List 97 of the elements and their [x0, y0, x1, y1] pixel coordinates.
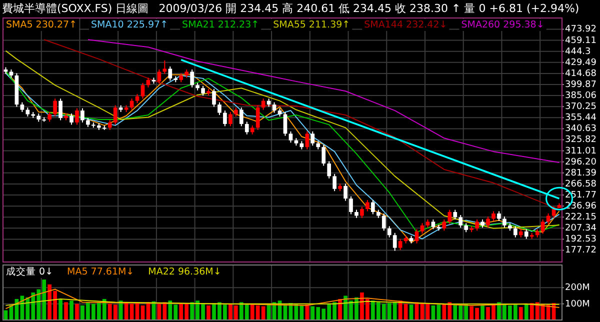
series-label: 成交量 0↓: [6, 266, 54, 278]
y-tick-label: 429.49: [565, 58, 597, 68]
candlestick: [442, 218, 446, 232]
bar: [524, 304, 528, 320]
bar: [305, 304, 310, 320]
candlestick: [322, 144, 326, 166]
candlestick: [288, 130, 293, 144]
y-tick-label: 177.72: [565, 246, 596, 256]
candlestick: [20, 102, 24, 113]
candlestick: [53, 98, 57, 117]
candlestick: [327, 160, 331, 179]
candlestick: [310, 130, 315, 146]
text: MA22 96.36M↓: [148, 266, 222, 278]
candlestick: [244, 121, 249, 135]
y-tick-label: 200M: [565, 283, 590, 294]
bar: [64, 302, 68, 320]
y-tick-label: 192.53: [565, 234, 596, 245]
candlestick: [228, 112, 232, 127]
candlestick: [218, 102, 222, 116]
candlestick: [70, 113, 74, 126]
candlestick: [113, 104, 118, 126]
candlestick: [305, 130, 310, 150]
candlestick: [272, 102, 276, 114]
bar: [75, 304, 79, 320]
candlestick: [475, 218, 479, 232]
y-tick-label: 459.11: [565, 36, 596, 46]
candlestick: [140, 82, 145, 100]
text: SMA144 232.42↓: [364, 20, 448, 31]
candlestick: [108, 120, 112, 130]
candlestick: [80, 108, 84, 123]
candlestick: [497, 210, 501, 222]
candlestick: [256, 104, 260, 130]
y-tick-label: 266.58: [565, 179, 597, 190]
chart-title: 費城半導體(SOXX.FS) 日線圖: [2, 2, 149, 16]
series-label: MA5 77.61M↓: [67, 266, 134, 278]
candlestick: [502, 216, 506, 228]
candlestick: [420, 222, 424, 234]
text: SMA5 230.27↑: [6, 20, 77, 31]
candlestick: [387, 226, 392, 238]
y-tick-label: 325.82: [565, 135, 596, 146]
bar: [58, 298, 62, 320]
candlestick: [524, 228, 528, 240]
y-tick-label: 340.63: [565, 124, 596, 134]
candlestick: [382, 213, 386, 232]
bar: [480, 305, 484, 320]
candlestick: [371, 200, 375, 215]
chart-subtitle: 2009/03/26 開 234.45 高 240.61 低 234.45 收 238.30 ↑ 量 0 +6.81 (+2.94%): [158, 2, 580, 16]
y-tick-label: 281.39: [565, 168, 597, 178]
y-tick-label: 100M: [565, 299, 590, 310]
line-series: [5, 298, 560, 306]
candlestick: [453, 209, 458, 220]
candlestick: [514, 226, 518, 238]
candlestick: [360, 206, 364, 218]
y-tick-label: 399.87: [565, 80, 596, 90]
candlestick: [458, 214, 463, 228]
candlestick: [157, 68, 162, 84]
candlestick: [201, 85, 205, 96]
candlestick: [190, 68, 194, 88]
candlestick: [546, 213, 550, 224]
candlestick: [223, 110, 227, 127]
candlestick: [75, 108, 79, 126]
y-tick-label: 296.20: [565, 157, 597, 168]
candlestick: [540, 218, 545, 234]
y-tick-label: 444.3: [565, 46, 591, 57]
text: SMA55 211.39↑: [273, 20, 350, 31]
y-tick-label: 473.92: [565, 24, 596, 35]
candlestick: [492, 210, 496, 222]
candlestick: [344, 183, 348, 202]
y-tick-label: 222.15: [565, 212, 596, 223]
text: SMA10 225.97↑: [91, 20, 168, 31]
candlestick: [239, 107, 244, 127]
y-tick-label: 385.06: [565, 91, 597, 102]
candlestick: [392, 232, 397, 252]
bar: [338, 298, 342, 320]
candlestick: [168, 66, 172, 82]
candlestick: [448, 209, 452, 224]
line-series: [87, 39, 560, 163]
candlestick: [332, 173, 336, 192]
bar: [70, 300, 74, 320]
candlestick: [431, 218, 436, 230]
y-tick-label: 355.44: [565, 113, 597, 124]
candlestick: [48, 112, 52, 122]
candlestick: [486, 216, 490, 228]
candlestick: [212, 88, 216, 108]
y-tick-label: 370.25: [565, 102, 596, 112]
text: SMA260 295.38↓: [461, 20, 544, 31]
y-tick-label: 414.68: [565, 68, 597, 79]
bar: [206, 305, 210, 320]
candlestick: [366, 200, 370, 212]
y-tick-label: 311.01: [565, 146, 596, 156]
candlestick: [162, 60, 167, 74]
candlestick: [398, 238, 402, 251]
text: SMA21 212.23↑: [182, 20, 260, 31]
candlestick: [349, 196, 353, 215]
candlestick: [58, 98, 62, 121]
bar: [518, 307, 523, 320]
y-tick-label: 207.34: [565, 224, 597, 234]
